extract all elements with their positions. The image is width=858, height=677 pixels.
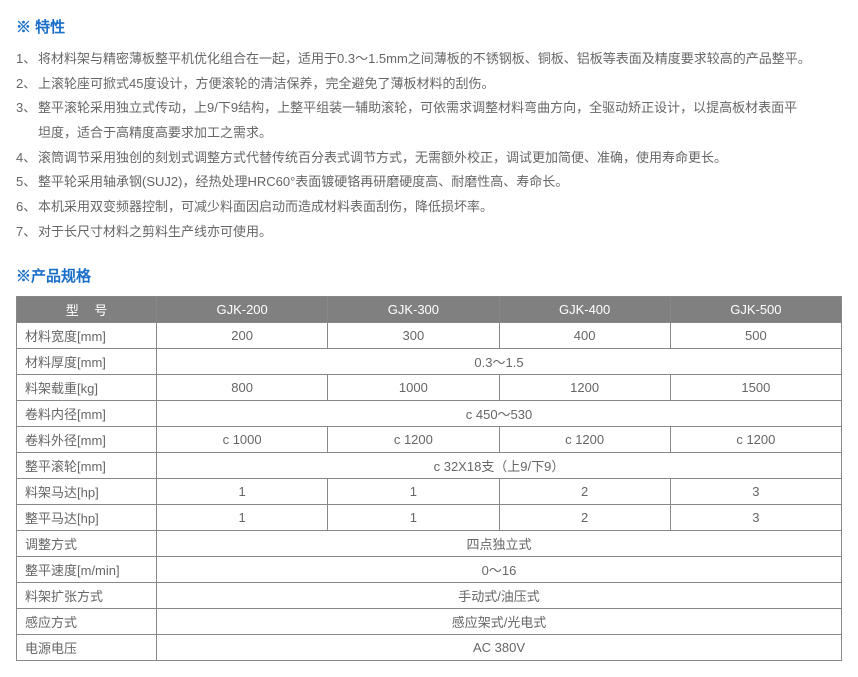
- feature-text: 滚筒调节采用独创的刻划式调整方式代替传统百分表式调节方式，无需额外校正，调试更加…: [38, 146, 842, 171]
- table-row: 卷料内径[mm]c 450～530: [17, 400, 842, 426]
- spec-title: ※产品规格: [16, 265, 842, 286]
- row-cell: 1500: [670, 374, 841, 400]
- row-span-cell: c 450～530: [157, 400, 842, 426]
- table-head-row: 型 号 GJK-200 GJK-300 GJK-400 GJK-500: [17, 296, 842, 322]
- model-col-1: GJK-300: [328, 296, 499, 322]
- feature-line: 5、整平轮采用轴承钢(SUJ2)，经热处理HRC60°表面镀硬铬再研磨硬度高、耐…: [16, 170, 842, 195]
- table-row: 料架马达[hp]1123: [17, 478, 842, 504]
- feature-line: 7、对于长尺寸材料之剪料生产线亦可使用。: [16, 220, 842, 245]
- row-cell: 1: [157, 504, 328, 530]
- row-span-cell: AC 380V: [157, 634, 842, 660]
- row-label: 料架载重[kg]: [17, 374, 157, 400]
- row-cell: 3: [670, 504, 841, 530]
- row-label: 卷料内径[mm]: [17, 400, 157, 426]
- row-cell: 500: [670, 322, 841, 348]
- row-cell: 300: [328, 322, 499, 348]
- feature-number: 2、: [16, 72, 38, 97]
- feature-text: 将材料架与精密薄板整平机优化组合在一起，适用于0.3～1.5mm之间薄板的不锈钢…: [38, 47, 842, 72]
- table-row: 调整方式四点独立式: [17, 530, 842, 556]
- row-cell: 1: [328, 478, 499, 504]
- row-cell: 200: [157, 322, 328, 348]
- spec-table: 型 号 GJK-200 GJK-300 GJK-400 GJK-500 材料宽度…: [16, 296, 842, 661]
- table-row: 材料厚度[mm]0.3～1.5: [17, 348, 842, 374]
- row-label: 电源电压: [17, 634, 157, 660]
- model-col-2: GJK-400: [499, 296, 670, 322]
- row-cell: c 1000: [157, 426, 328, 452]
- row-label: 材料厚度[mm]: [17, 348, 157, 374]
- row-label: 调整方式: [17, 530, 157, 556]
- features-list: 1、将材料架与精密薄板整平机优化组合在一起，适用于0.3～1.5mm之间薄板的不…: [16, 47, 842, 245]
- feature-text: 上滚轮座可掀式45度设计，方便滚轮的清洁保养，完全避免了薄板材料的刮伤。: [38, 72, 842, 97]
- row-cell: c 1200: [499, 426, 670, 452]
- feature-line: 2、上滚轮座可掀式45度设计，方便滚轮的清洁保养，完全避免了薄板材料的刮伤。: [16, 72, 842, 97]
- feature-line: 3、整平滚轮采用独立式传动，上9/下9结构，上整平组装一辅助滚轮，可依需求调整材…: [16, 96, 842, 121]
- table-row: 电源电压AC 380V: [17, 634, 842, 660]
- row-cell: c 1200: [328, 426, 499, 452]
- row-label: 材料宽度[mm]: [17, 322, 157, 348]
- row-label: 料架马达[hp]: [17, 478, 157, 504]
- feature-text-cont: 坦度，适合于高精度高要求加工之需求。: [16, 121, 842, 146]
- feature-line: 1、将材料架与精密薄板整平机优化组合在一起，适用于0.3～1.5mm之间薄板的不…: [16, 47, 842, 72]
- row-cell: 1200: [499, 374, 670, 400]
- model-label-header: 型 号: [17, 296, 157, 322]
- row-label: 感应方式: [17, 608, 157, 634]
- table-row: 材料宽度[mm]200300400500: [17, 322, 842, 348]
- features-title: ※ 特性: [16, 16, 842, 37]
- row-cell: c 1200: [670, 426, 841, 452]
- feature-number: 4、: [16, 146, 38, 171]
- row-label: 料架扩张方式: [17, 582, 157, 608]
- feature-text: 整平轮采用轴承钢(SUJ2)，经热处理HRC60°表面镀硬铬再研磨硬度高、耐磨性…: [38, 170, 842, 195]
- row-cell: 400: [499, 322, 670, 348]
- feature-text: 整平滚轮采用独立式传动，上9/下9结构，上整平组装一辅助滚轮，可依需求调整材料弯…: [38, 96, 842, 121]
- model-col-3: GJK-500: [670, 296, 841, 322]
- row-cell: 2: [499, 504, 670, 530]
- row-span-cell: 0～16: [157, 556, 842, 582]
- feature-number: 3、: [16, 96, 38, 121]
- table-row: 整平速度[m/min]0～16: [17, 556, 842, 582]
- feature-line: 4、滚筒调节采用独创的刻划式调整方式代替传统百分表式调节方式，无需额外校正，调试…: [16, 146, 842, 171]
- table-row: 卷料外径[mm]c 1000c 1200c 1200c 1200: [17, 426, 842, 452]
- table-row: 感应方式感应架式/光电式: [17, 608, 842, 634]
- row-label: 整平速度[m/min]: [17, 556, 157, 582]
- feature-number: 5、: [16, 170, 38, 195]
- row-span-cell: 手动式/油压式: [157, 582, 842, 608]
- feature-text: 本机采用双变频器控制，可减少料面因启动而造成材料表面刮伤，降低损坏率。: [38, 195, 842, 220]
- row-cell: 800: [157, 374, 328, 400]
- row-cell: 2: [499, 478, 670, 504]
- row-cell: 1: [157, 478, 328, 504]
- feature-number: 6、: [16, 195, 38, 220]
- table-row: 整平滚轮[mm]c 32X18支（上9/下9）: [17, 452, 842, 478]
- table-row: 料架扩张方式手动式/油压式: [17, 582, 842, 608]
- table-row: 整平马达[hp]1123: [17, 504, 842, 530]
- model-col-0: GJK-200: [157, 296, 328, 322]
- row-label: 整平马达[hp]: [17, 504, 157, 530]
- feature-text: 对于长尺寸材料之剪料生产线亦可使用。: [38, 220, 842, 245]
- feature-number: 1、: [16, 47, 38, 72]
- table-row: 料架载重[kg]800100012001500: [17, 374, 842, 400]
- row-cell: 1: [328, 504, 499, 530]
- row-label: 整平滚轮[mm]: [17, 452, 157, 478]
- row-span-cell: 0.3～1.5: [157, 348, 842, 374]
- row-span-cell: c 32X18支（上9/下9）: [157, 452, 842, 478]
- row-span-cell: 感应架式/光电式: [157, 608, 842, 634]
- row-label: 卷料外径[mm]: [17, 426, 157, 452]
- row-cell: 1000: [328, 374, 499, 400]
- row-cell: 3: [670, 478, 841, 504]
- feature-line: 6、本机采用双变频器控制，可减少料面因启动而造成材料表面刮伤，降低损坏率。: [16, 195, 842, 220]
- row-span-cell: 四点独立式: [157, 530, 842, 556]
- feature-number: 7、: [16, 220, 38, 245]
